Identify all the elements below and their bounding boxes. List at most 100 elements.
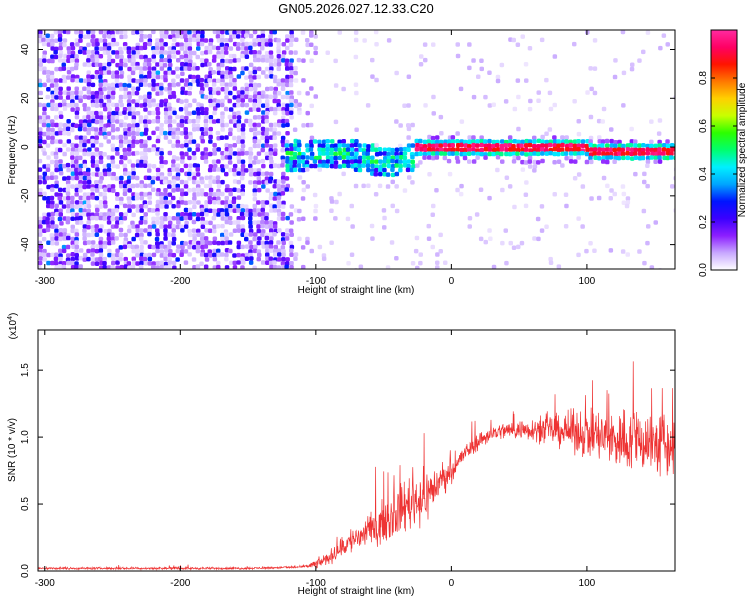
spectrogram-cell bbox=[49, 74, 55, 80]
spectrogram-cell bbox=[354, 139, 359, 144]
spectrogram-cell bbox=[398, 147, 404, 152]
spectrogram-cell bbox=[220, 111, 225, 116]
spectrogram-cell bbox=[54, 183, 59, 189]
spectrogram-cell bbox=[280, 184, 286, 189]
spectrogram-cell bbox=[98, 82, 103, 88]
spectrogram-cell bbox=[248, 122, 253, 128]
spectrogram-cell bbox=[239, 175, 245, 181]
spectrogram-cell bbox=[281, 110, 286, 115]
spectrogram-cell bbox=[86, 62, 92, 68]
spectrogram-cell bbox=[317, 151, 323, 156]
spectrogram-cell bbox=[142, 94, 148, 99]
spectrogram-cell bbox=[422, 155, 427, 160]
spectrogram-cell bbox=[423, 147, 428, 152]
spectrogram-cell bbox=[171, 131, 176, 136]
spectrogram-cell bbox=[625, 252, 630, 257]
spectrogram-cell bbox=[296, 163, 302, 168]
spectrogram-cell bbox=[220, 127, 225, 132]
spectrogram-cell bbox=[54, 95, 59, 100]
spectrogram-cell bbox=[38, 244, 44, 250]
spectrogram-cell bbox=[66, 86, 71, 91]
spectrogram-cell bbox=[268, 260, 274, 266]
spectrogram-cell bbox=[103, 135, 108, 140]
spectrogram-cell bbox=[382, 151, 387, 156]
spectrogram-cell bbox=[111, 102, 116, 108]
spectrogram-cell bbox=[159, 264, 164, 269]
spectrogram-cell bbox=[208, 253, 213, 258]
spectrogram-cell bbox=[94, 58, 100, 63]
spectrogram-cell bbox=[215, 224, 221, 229]
spectrogram-cell bbox=[65, 191, 71, 196]
spectrogram-cell bbox=[171, 236, 177, 242]
spectrogram-cell bbox=[98, 54, 104, 59]
spectrogram-cell bbox=[207, 195, 212, 201]
spectrogram-cell bbox=[127, 74, 132, 80]
spectrogram-cell bbox=[382, 225, 387, 230]
spectrogram-cell bbox=[167, 256, 172, 262]
spectrogram-cell bbox=[240, 163, 246, 169]
spectrogram-cell bbox=[98, 172, 103, 177]
spectrogram-cell bbox=[301, 180, 306, 185]
spectrogram-cell bbox=[216, 147, 221, 152]
spectrogram-cell bbox=[381, 208, 387, 213]
spectrogram-cell bbox=[134, 150, 140, 156]
spectrogram-cell bbox=[62, 163, 67, 169]
spectrogram-cell bbox=[192, 155, 197, 161]
spectrogram-cell bbox=[253, 91, 258, 96]
spectrogram-cell bbox=[649, 147, 655, 153]
spectrogram-cell bbox=[75, 42, 80, 47]
spectrogram-cell bbox=[240, 86, 245, 92]
spectrogram-cell bbox=[280, 245, 286, 250]
spectrogram-cell bbox=[151, 269, 156, 274]
spectrogram-cell bbox=[175, 224, 181, 230]
spectrogram-cell bbox=[410, 122, 415, 128]
spectrogram-cell bbox=[268, 38, 273, 43]
spectrogram-cell bbox=[195, 54, 200, 60]
spectrogram-cell bbox=[127, 139, 132, 145]
spectrogram-cell bbox=[454, 151, 460, 156]
spectrogram-cell bbox=[353, 183, 359, 189]
spectrogram-cell bbox=[276, 62, 282, 67]
spectrogram-cell bbox=[341, 143, 347, 148]
spectrogram-cell bbox=[86, 232, 91, 238]
spectrogram-cell bbox=[434, 188, 439, 193]
spectrogram-cell bbox=[224, 95, 229, 100]
spectrogram-cell bbox=[305, 50, 310, 55]
spectrogram-cell bbox=[410, 180, 415, 185]
spectrogram-cell bbox=[244, 256, 250, 261]
spectrogram-cell bbox=[232, 151, 238, 156]
spectrogram-cell bbox=[455, 42, 460, 47]
spectrogram-cell bbox=[289, 252, 294, 257]
spectrogram-cell bbox=[179, 99, 184, 104]
spectrogram-cell bbox=[178, 107, 184, 112]
spectrogram-cell bbox=[77, 126, 83, 132]
spectrogram-cell bbox=[580, 224, 585, 229]
spectrogram-cell bbox=[50, 236, 55, 242]
spectrogram-cell bbox=[155, 70, 161, 75]
spectrogram-cell bbox=[86, 192, 91, 197]
spectrogram-cell bbox=[276, 99, 281, 104]
spectrogram-cell bbox=[123, 155, 128, 161]
spectrogram-cell bbox=[123, 34, 128, 39]
spectrogram-cell bbox=[256, 224, 261, 229]
spectrogram-cell bbox=[528, 148, 533, 153]
spectrogram-cell bbox=[155, 211, 160, 216]
spectrogram-cell bbox=[82, 86, 87, 91]
spectrogram-cell bbox=[159, 99, 164, 104]
spectrogram-cell bbox=[70, 77, 75, 83]
spectrogram-cell bbox=[240, 270, 245, 275]
spectrogram-cell bbox=[446, 139, 452, 144]
spectrogram-cell bbox=[220, 62, 225, 68]
spectrogram-cell bbox=[204, 220, 209, 225]
spectrogram-cell bbox=[62, 42, 67, 48]
spectrogram-cell bbox=[70, 99, 75, 104]
spectrogram-cell bbox=[467, 144, 472, 149]
spectrogram-cell bbox=[350, 147, 355, 152]
spectrogram-cell bbox=[57, 33, 63, 39]
spectrogram-cell bbox=[107, 42, 112, 47]
spectrogram-cell bbox=[532, 135, 537, 141]
spectrogram-cell bbox=[228, 70, 233, 76]
spectrogram-cell bbox=[289, 37, 294, 43]
spectrogram-cell bbox=[65, 187, 71, 193]
spectrogram-cell bbox=[264, 94, 269, 99]
